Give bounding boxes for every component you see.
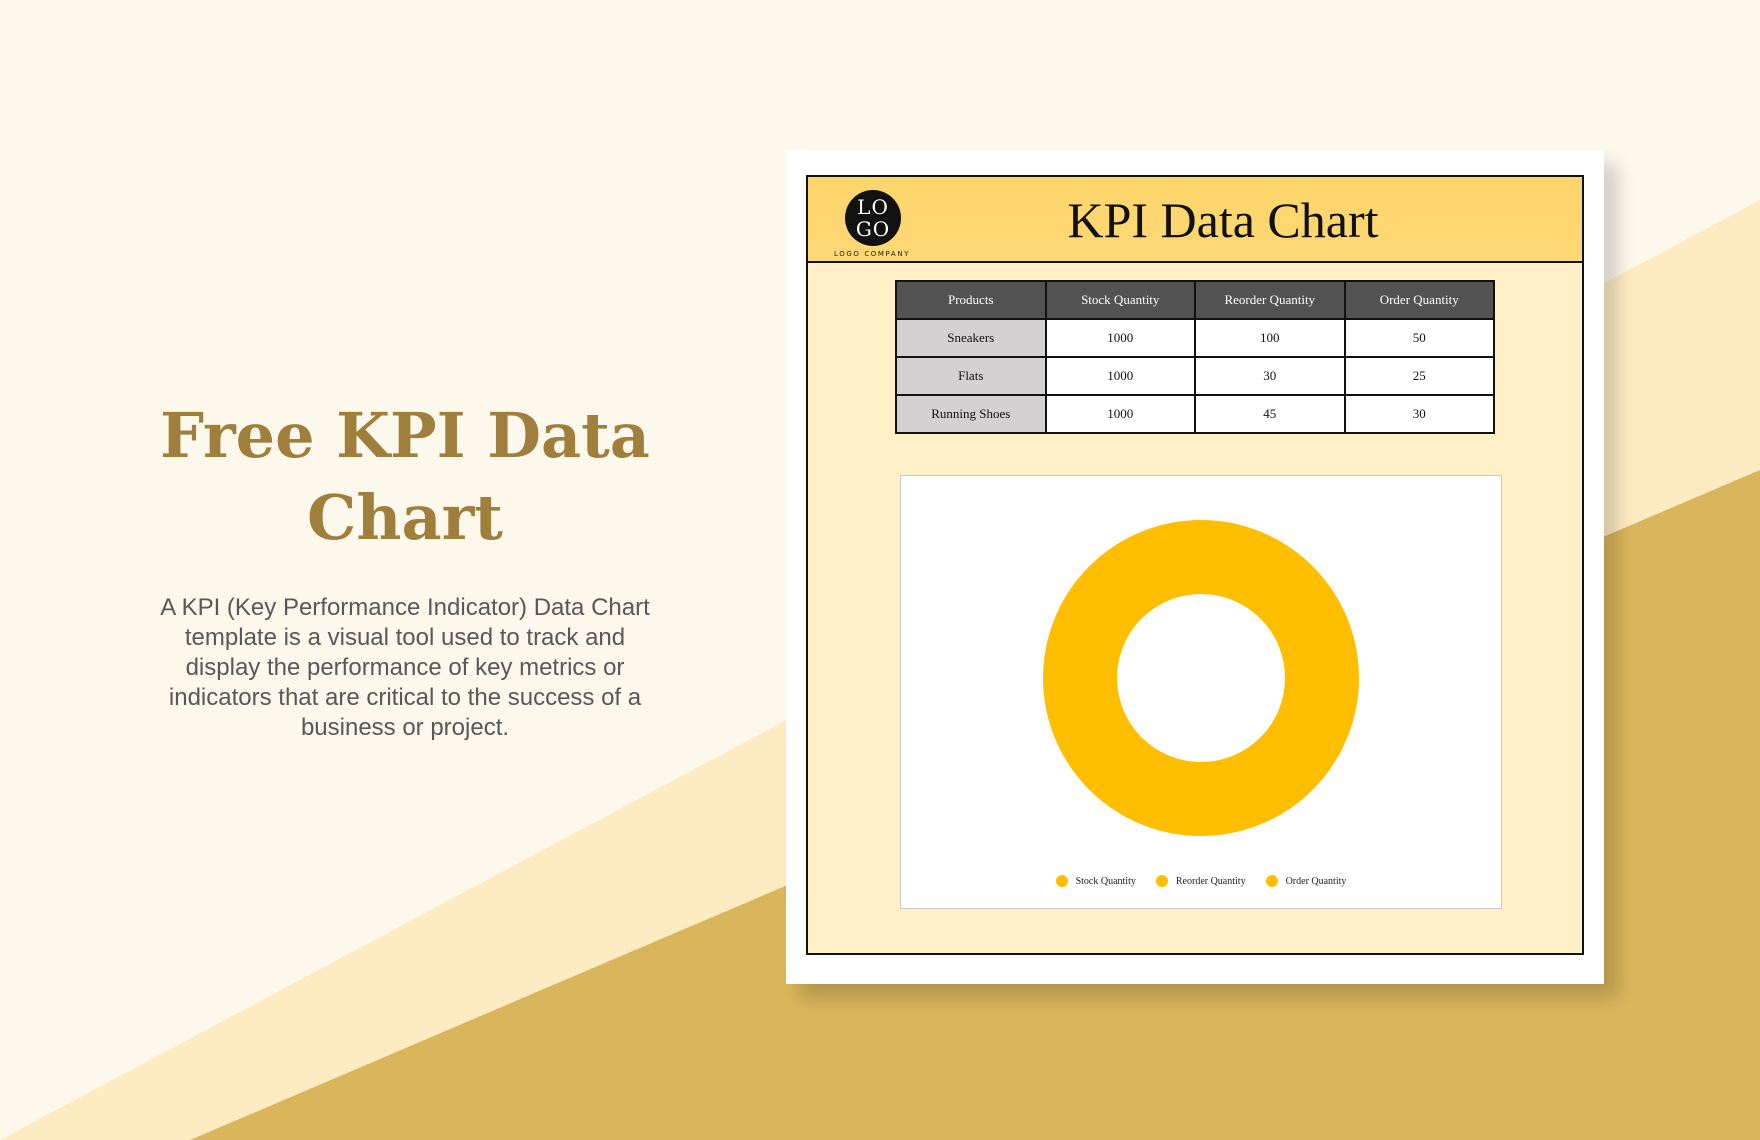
table-cell: 50	[1343, 318, 1495, 358]
table-header-row: Products Stock Quantity Reorder Quantity…	[895, 280, 1495, 320]
table-header-cell: Order Quantity	[1343, 280, 1495, 320]
table-row-label: Running Shoes	[895, 394, 1047, 434]
table-cell: 1000	[1044, 394, 1196, 434]
document-frame: LO GO LOGO COMPANY KPI Data Chart Produc…	[806, 175, 1584, 955]
promo-description: A KPI (Key Performance Indicator) Data C…	[160, 594, 650, 741]
document-header: LO GO LOGO COMPANY KPI Data Chart	[808, 177, 1582, 263]
logo-line1: LO	[857, 195, 889, 219]
template-preview-sheet: LO GO LOGO COMPANY KPI Data Chart Produc…	[786, 150, 1604, 984]
logo: LO GO	[845, 190, 901, 246]
legend-marker	[1055, 875, 1068, 887]
legend-marker	[1155, 875, 1168, 887]
table-row-label: Sneakers	[895, 318, 1047, 358]
document-title: KPI Data Chart	[1067, 192, 1379, 248]
donut-slice-stock-quantity	[1043, 520, 1359, 836]
legend-label: Order Quantity	[1285, 875, 1347, 887]
legend-item: Reorder Quantity	[1155, 875, 1246, 887]
legend-marker	[1265, 875, 1278, 887]
chart-legend: Stock Quantity Reorder Quantity Order Qu…	[901, 871, 1501, 891]
table-row: Sneakers 1000 100 50	[895, 318, 1495, 358]
donut-chart	[1043, 520, 1359, 836]
legend-label: Stock Quantity	[1075, 875, 1136, 887]
kpi-table: Products Stock Quantity Reorder Quantity…	[895, 280, 1495, 434]
promo-title-line2: Chart	[307, 481, 503, 554]
table-cell: 25	[1343, 356, 1495, 396]
legend-label: Reorder Quantity	[1175, 875, 1246, 887]
table-row: Running Shoes 1000 45 30	[895, 394, 1495, 434]
table-cell: 1000	[1044, 356, 1196, 396]
legend-item: Stock Quantity	[1055, 875, 1136, 887]
donut-chart-box: Stock Quantity Reorder Quantity Order Qu…	[900, 475, 1502, 909]
table-cell: 45	[1194, 394, 1346, 434]
promo-title: Free KPI Data Chart	[130, 395, 680, 559]
table-row-label: Flats	[895, 356, 1047, 396]
table-header-cell: Reorder Quantity	[1194, 280, 1346, 320]
logo-company-text: LOGO COMPANY	[834, 250, 911, 258]
table-header-cell: Products	[895, 280, 1047, 320]
table-row: Flats 1000 30 25	[895, 356, 1495, 396]
table-cell: 1000	[1044, 318, 1196, 358]
table-cell: 30	[1343, 394, 1495, 434]
table-cell: 100	[1194, 318, 1346, 358]
legend-item: Order Quantity	[1265, 875, 1347, 887]
promo-title-line1: Free KPI Data	[160, 399, 650, 472]
table-cell: 30	[1194, 356, 1346, 396]
logo-line2: GO	[855, 217, 891, 241]
table-header-cell: Stock Quantity	[1044, 280, 1196, 320]
